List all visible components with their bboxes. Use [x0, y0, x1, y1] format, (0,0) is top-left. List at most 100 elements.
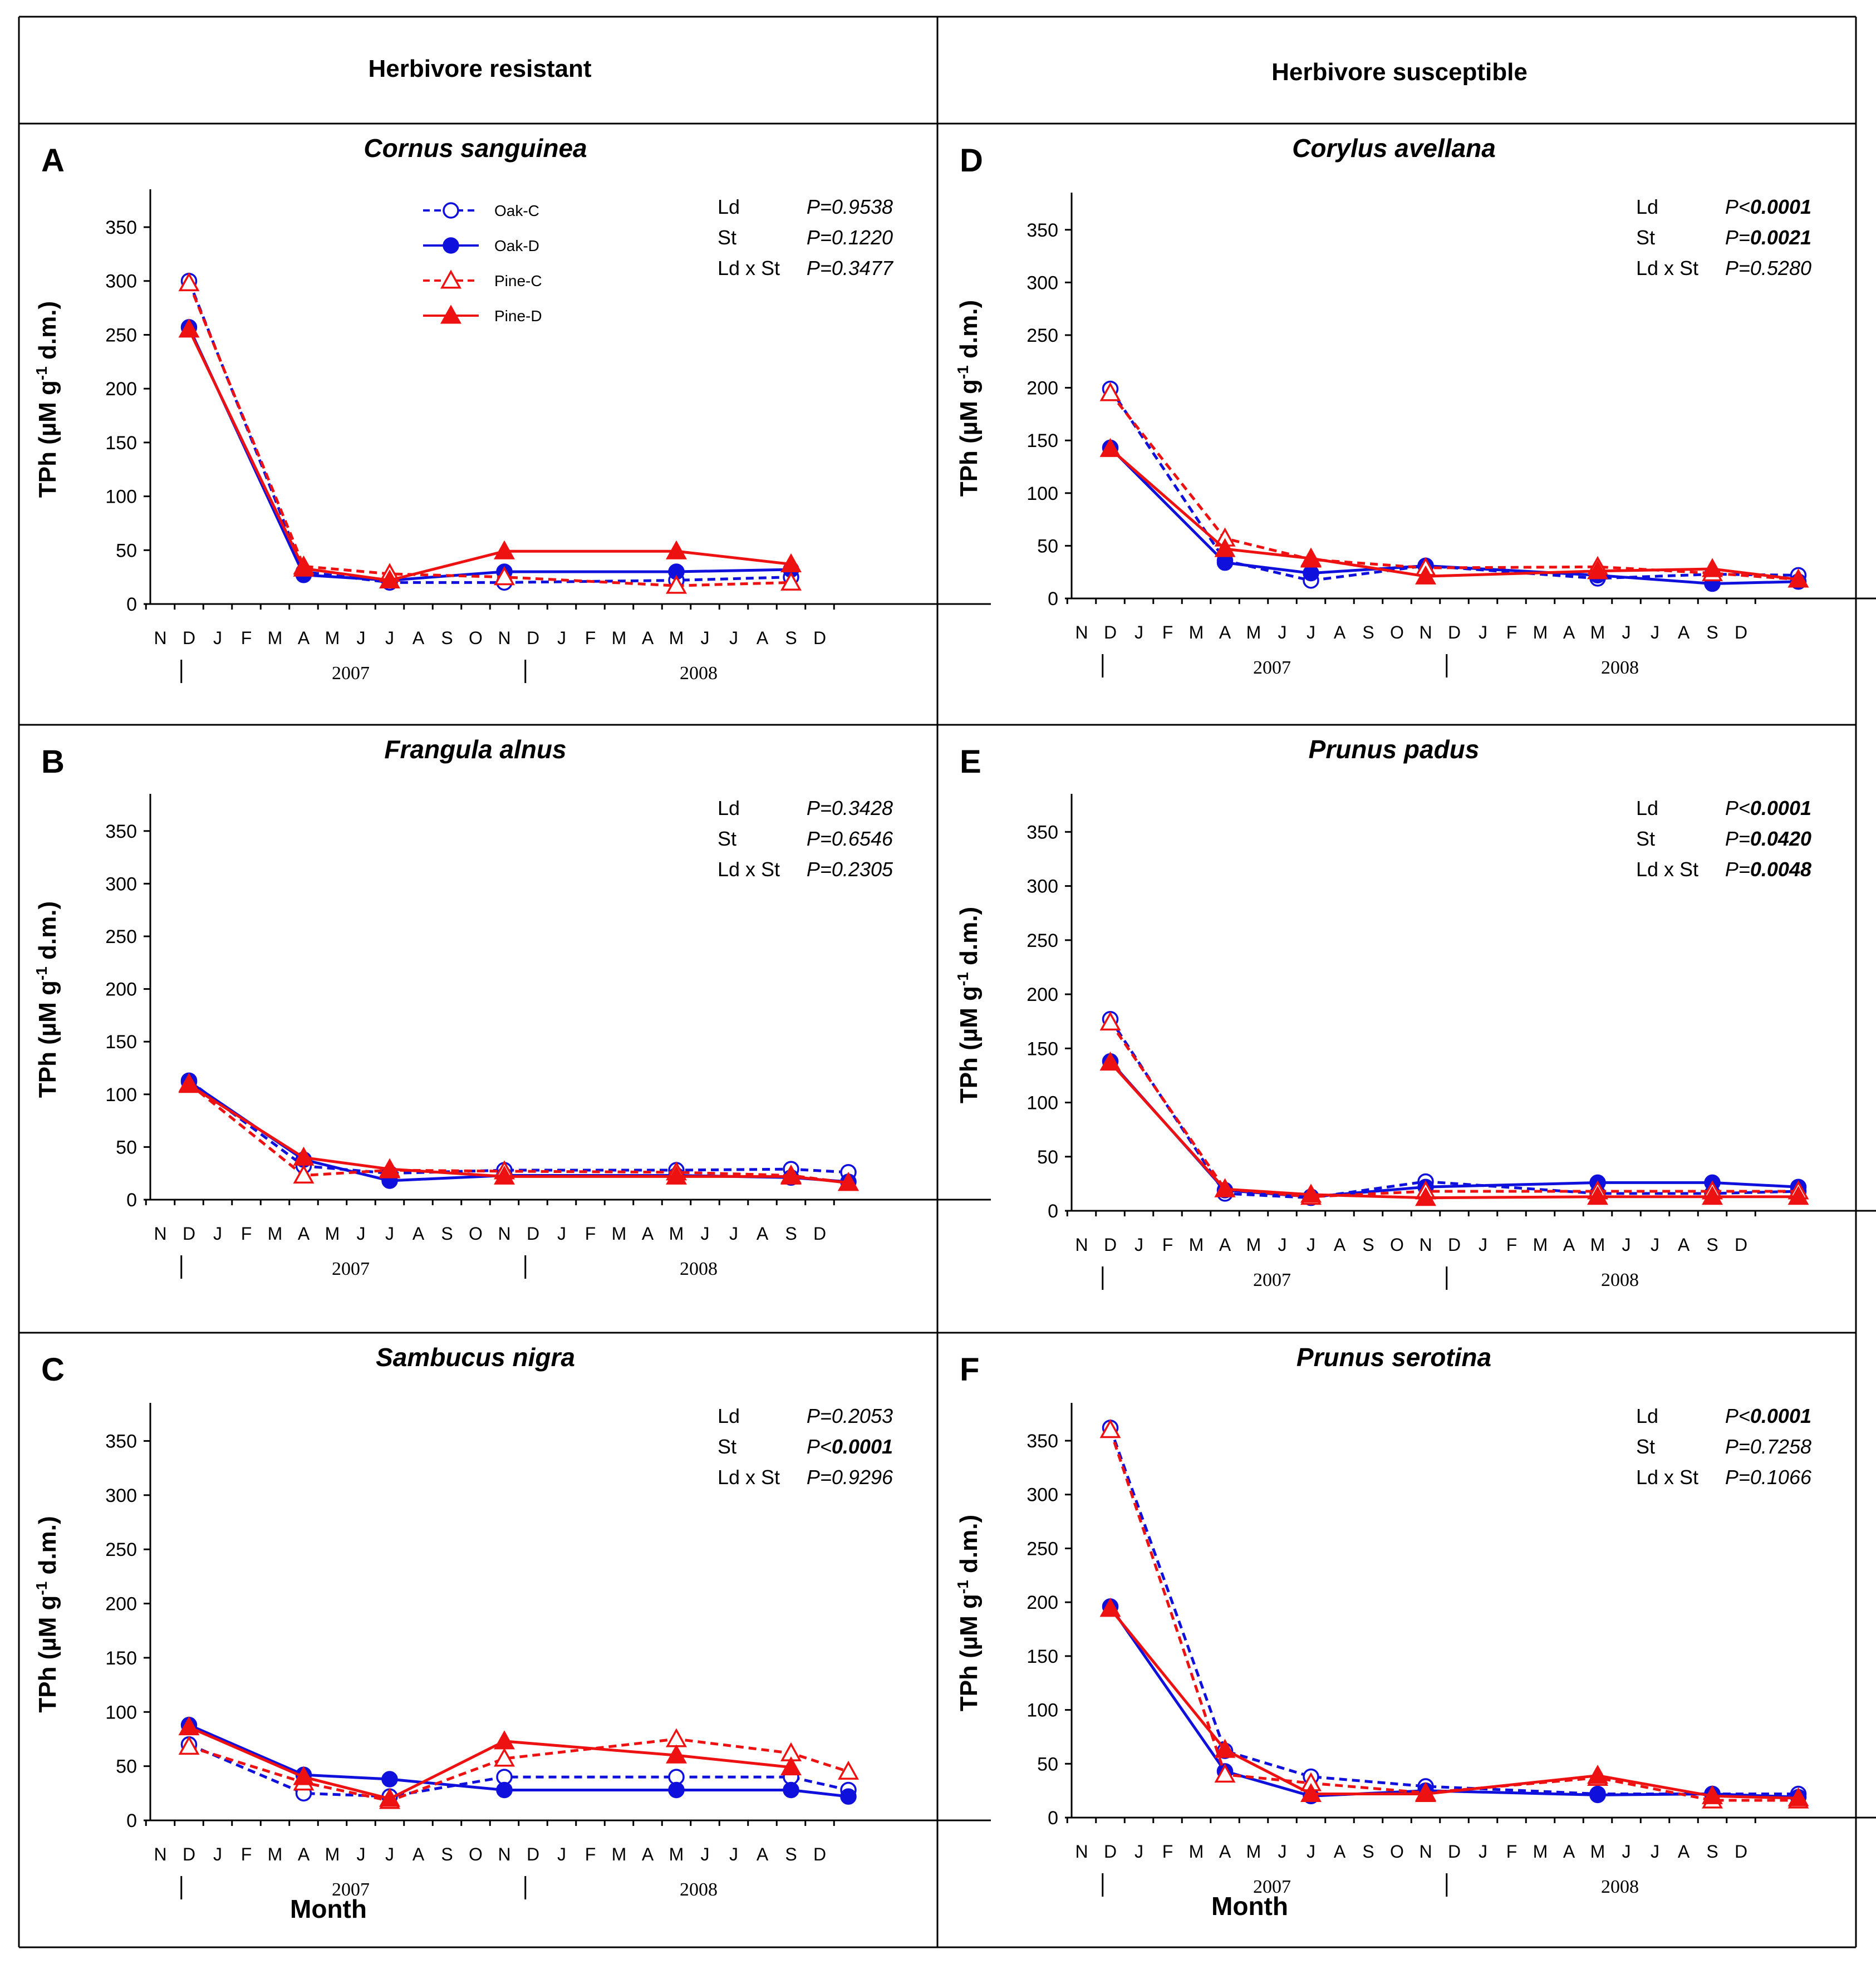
panel-a-line-pineC [188, 282, 792, 587]
panel-b-line-pineC [188, 1082, 849, 1185]
panel-a-month-label: F [241, 628, 252, 648]
panel-d-ytick-label-350: 350 [1027, 220, 1058, 241]
panel-b-point-pineD [178, 1074, 200, 1093]
panel-c-point-oakD [668, 1781, 685, 1799]
panel-c-stat-label: Ld [718, 1405, 740, 1427]
panel-f-month-label: M [1590, 1842, 1605, 1862]
panel-b-month-label: J [213, 1224, 222, 1244]
panel-a-month-label: M [325, 628, 340, 648]
panel-a-ytick-label-300: 300 [105, 271, 137, 292]
panel-d-letter: D [960, 143, 983, 179]
panel-b-point-pineD [293, 1146, 315, 1166]
panel-a-point-pineD [494, 540, 515, 559]
panel-f-stat-p: P=0.1066 [1725, 1466, 1812, 1489]
panel-c-year-2007: 2007 [332, 1879, 370, 1900]
panel-e-month-label: J [1622, 1235, 1631, 1255]
panel-a-month-label: N [154, 628, 166, 648]
panel-d-ytick-label-100: 100 [1027, 483, 1058, 504]
panel-d-point-oakD [1216, 554, 1234, 571]
panel-f-month-label: N [1419, 1842, 1432, 1862]
panel-d-series-pineC [1099, 382, 1809, 588]
panel-a-letter: A [41, 143, 65, 179]
panel-c-point-pineD [666, 1744, 687, 1764]
panel-c-point-oakD [783, 1781, 799, 1799]
panel-b-month-label: J [557, 1224, 566, 1244]
panel-e-stat-label: Ld [1636, 797, 1658, 819]
panel-a-month-label: F [585, 628, 596, 648]
panel-f-series-oakC [1102, 1420, 1807, 1803]
panel-d-point-pineD [1587, 560, 1608, 580]
panel-f-series-pineC [1099, 1419, 1809, 1809]
panel-e-point-pineD [1214, 1178, 1236, 1197]
panel-f-month-label: D [1104, 1842, 1117, 1862]
panel-d-month-label: J [1278, 622, 1287, 642]
panel-b-ytick-label-300: 300 [105, 873, 137, 895]
panel-c-xlabel: Month [290, 1894, 367, 1923]
panel-e-stat-p: P<0.0001 [1725, 797, 1811, 819]
panel-b-year-2007: 2007 [332, 1259, 370, 1279]
panel-e-point-pineD [1415, 1187, 1436, 1206]
panel-c-month-label: S [785, 1844, 797, 1864]
panel-d-point-pineC [1099, 382, 1121, 401]
panel-a-month-label: J [729, 628, 738, 648]
panel-e-month-label: D [1735, 1235, 1747, 1255]
panel-b-point-pineD [666, 1165, 687, 1185]
panel-d-line-pineD [1109, 448, 1799, 581]
panel-e-month-label: F [1506, 1235, 1518, 1255]
panel-b-month-label: M [268, 1224, 283, 1244]
panel-b-month-label: J [701, 1224, 710, 1244]
panel-a-month-label: O [469, 628, 483, 648]
panel-c-month-label: A [757, 1844, 769, 1864]
panel-f-stat-label: Ld [1636, 1405, 1658, 1427]
panel-a-series-oakC [180, 272, 799, 591]
panel-c-ytick-label-100: 100 [105, 1702, 137, 1723]
panel-d-point-pineD [1214, 538, 1236, 557]
panel-c-point-pineD [379, 1788, 400, 1807]
panel-d-ytick-label-150: 150 [1027, 430, 1058, 451]
panel-d-month-label: F [1162, 622, 1173, 642]
panel-d-month-label: O [1390, 622, 1404, 642]
panel-a-point-pineC [666, 575, 687, 594]
panel-f-xlabel: Month [1211, 1892, 1288, 1921]
panel-f-point-pineC [1099, 1419, 1121, 1438]
panel-d-ylabel: TPh (µM g-1 d.m.) [954, 300, 983, 497]
panel-a-point-pineD [178, 318, 200, 338]
panel-c-series-oakC [180, 1736, 857, 1805]
panel-c-month-label: D [527, 1844, 539, 1864]
panel-b-stat-label: Ld [718, 797, 740, 819]
panel-e-month-label: J [1278, 1235, 1287, 1255]
panel-d-ytick-label-250: 250 [1027, 325, 1058, 346]
panel-b-point-pineD [379, 1158, 400, 1177]
panel-e-ytick-label-100: 100 [1027, 1093, 1058, 1114]
panel-a-month-label: N [498, 628, 510, 648]
panel-e-year-2008: 2008 [1601, 1270, 1639, 1290]
panel-e-point-pineD [1787, 1186, 1809, 1205]
panel-b-month-label: A [757, 1224, 769, 1244]
panel-d-month-label: J [1135, 622, 1143, 642]
panel-a-stat-label: St [718, 226, 736, 249]
panel-f-stat-label: St [1636, 1435, 1655, 1458]
panel-f-month-label: O [1390, 1842, 1404, 1862]
panel-f-point-pineD [1214, 1739, 1236, 1758]
panel-e-series-pineD [1099, 1051, 1809, 1206]
legend-label-oakD: Oak-D [494, 237, 539, 254]
panel-f-ytick-label-50: 50 [1037, 1754, 1058, 1775]
panel-b-stat-p: P=0.2305 [807, 858, 893, 881]
panel-b-month-label: M [669, 1224, 684, 1244]
panel-c-ytick-label-200: 200 [105, 1594, 137, 1615]
panel-f-stat-p: P<0.0001 [1725, 1405, 1811, 1427]
panel-f-point-pineD [1415, 1783, 1436, 1802]
panel-c-ytick-label-50: 50 [116, 1756, 137, 1778]
panel-f-year-2008: 2008 [1601, 1877, 1639, 1897]
panel-e-ytick-label-50: 50 [1037, 1147, 1058, 1168]
panel-a-ytick-label-100: 100 [105, 487, 137, 508]
panel-c-ytick-label-350: 350 [105, 1431, 137, 1452]
panel-b-stat-p: P=0.3428 [807, 797, 893, 819]
panel-f-month-label: D [1448, 1842, 1461, 1862]
panel-b-point-pineD [838, 1172, 859, 1191]
